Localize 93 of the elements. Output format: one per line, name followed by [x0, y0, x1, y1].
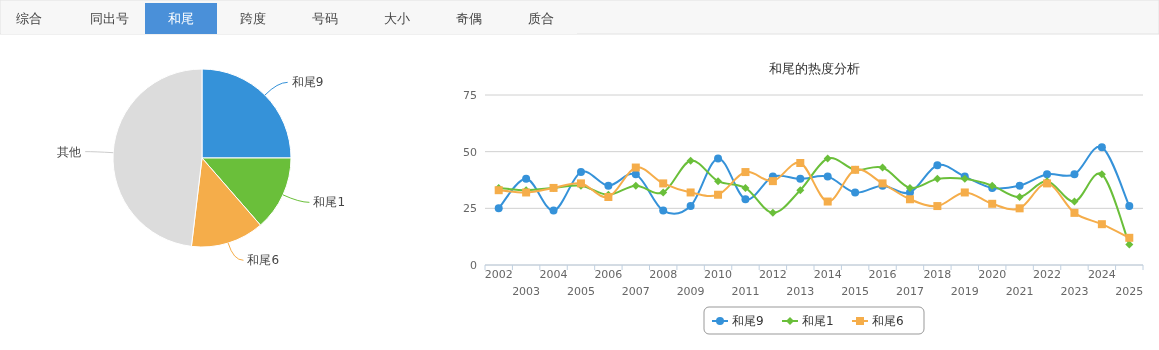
point [631, 163, 640, 172]
point [1070, 197, 1079, 206]
x-tick-label: 2012 [758, 268, 787, 281]
chart-title: 和尾的热度分析 [768, 61, 860, 76]
point [1125, 233, 1134, 242]
point [576, 168, 585, 177]
x-tick-label: 2017 [895, 285, 924, 298]
point [933, 202, 942, 211]
point [1070, 208, 1079, 217]
point [686, 188, 695, 197]
category-label: 综合 [16, 11, 42, 26]
point [522, 174, 531, 183]
x-tick-label: 2023 [1060, 285, 1089, 298]
point [1043, 170, 1052, 179]
x-tick-label: 2008 [649, 268, 678, 281]
legend-label: 和尾1 [802, 314, 834, 328]
category-label: 奇偶 [456, 11, 482, 26]
point [494, 204, 503, 213]
point [659, 188, 668, 197]
x-tick-label: 2002 [484, 268, 513, 281]
x-tick-label: 2009 [676, 285, 705, 298]
point [878, 163, 887, 172]
x-tick-label: 2007 [621, 285, 650, 298]
point [823, 154, 832, 163]
legend-label: 和尾9 [732, 314, 764, 328]
point [659, 179, 668, 188]
x-tick-label: 2006 [594, 268, 623, 281]
point [851, 188, 860, 197]
point [1015, 204, 1024, 213]
point [686, 202, 695, 211]
point [796, 186, 805, 195]
x-tick-label: 2003 [512, 285, 541, 298]
point [933, 161, 942, 170]
slice-label: 和尾1 [313, 195, 346, 210]
legend-label: 和尾6 [872, 314, 904, 328]
y-tick-label: 50 [463, 145, 477, 159]
point [631, 181, 640, 190]
category-label: 质合 [528, 11, 554, 26]
point [768, 177, 777, 186]
point [1097, 143, 1106, 152]
x-tick-label: 2016 [868, 268, 897, 281]
point [933, 174, 942, 183]
point [714, 154, 723, 163]
point [768, 208, 777, 217]
point [1015, 181, 1024, 190]
point [741, 183, 750, 192]
point [905, 183, 914, 192]
point [1125, 240, 1134, 249]
x-tick-label: 2025 [1115, 285, 1144, 298]
x-tick-label: 2004 [539, 268, 568, 281]
point [796, 159, 805, 167]
category-label: 同出号 [89, 11, 129, 26]
x-tick-label: 2011 [731, 285, 760, 298]
x-tick-label: 2024 [1087, 268, 1116, 281]
x-tick-label: 2010 [704, 268, 733, 281]
point [1015, 193, 1024, 201]
x-tick-label: 2021 [1005, 285, 1034, 298]
point [741, 195, 750, 204]
x-tick-label: 2018 [923, 268, 952, 281]
point [988, 199, 997, 208]
point [659, 206, 668, 215]
y-tick-label: 0 [470, 259, 477, 272]
y-tick-label: 75 [463, 89, 477, 102]
point [714, 190, 723, 199]
point [549, 206, 558, 215]
category-label: 大小 [384, 11, 410, 26]
point [796, 174, 805, 183]
x-tick-label: 2019 [950, 285, 979, 298]
x-tick-label: 2015 [841, 285, 870, 298]
point [1125, 202, 1134, 211]
category-label: 和尾 [168, 11, 194, 26]
category-label: 号码 [312, 11, 338, 26]
point [1097, 170, 1106, 179]
point [741, 168, 750, 177]
point [1097, 220, 1106, 229]
x-tick-label: 2020 [978, 268, 1007, 281]
category-label: 跨度 [240, 11, 266, 26]
point [1070, 170, 1079, 179]
point [604, 181, 613, 190]
x-tick-label: 2013 [786, 285, 815, 298]
point [960, 188, 969, 197]
slice-label: 和尾6 [247, 253, 280, 268]
point [823, 172, 832, 181]
point [686, 156, 695, 165]
x-tick-label: 2022 [1033, 268, 1062, 281]
slice-label: 和尾9 [291, 75, 324, 90]
y-tick-label: 25 [463, 202, 477, 216]
x-tick-label: 2014 [813, 268, 842, 281]
x-tick-label: 2005 [566, 285, 595, 298]
point [823, 197, 832, 206]
point [905, 195, 914, 204]
point [714, 177, 723, 186]
slice-label: 其他 [57, 144, 82, 159]
